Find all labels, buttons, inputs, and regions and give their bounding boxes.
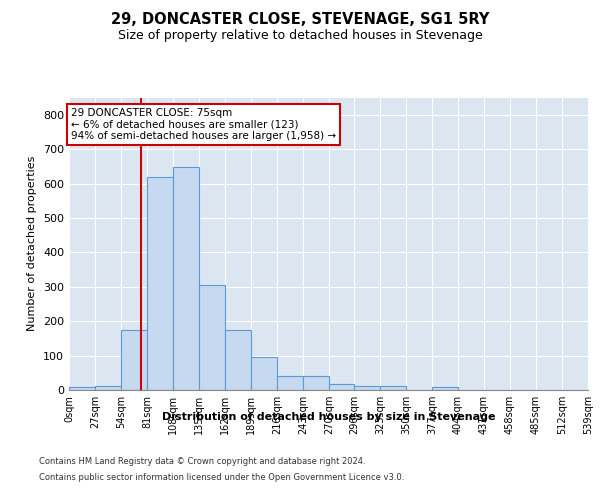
- Bar: [147, 178, 173, 390]
- Bar: [173, 167, 199, 390]
- Bar: [121, 330, 147, 390]
- Bar: [380, 386, 406, 390]
- Bar: [329, 384, 354, 390]
- Bar: [225, 330, 251, 390]
- Text: 29 DONCASTER CLOSE: 75sqm
← 6% of detached houses are smaller (123)
94% of semi-: 29 DONCASTER CLOSE: 75sqm ← 6% of detach…: [71, 108, 336, 141]
- Text: Distribution of detached houses by size in Stevenage: Distribution of detached houses by size …: [162, 412, 496, 422]
- Bar: [251, 356, 277, 390]
- Bar: [303, 376, 329, 390]
- Bar: [69, 387, 95, 390]
- Text: Contains public sector information licensed under the Open Government Licence v3: Contains public sector information licen…: [39, 472, 404, 482]
- Bar: [199, 285, 225, 390]
- Bar: [354, 386, 380, 390]
- Text: Size of property relative to detached houses in Stevenage: Size of property relative to detached ho…: [118, 29, 482, 42]
- Text: Contains HM Land Registry data © Crown copyright and database right 2024.: Contains HM Land Registry data © Crown c…: [39, 458, 365, 466]
- Bar: [277, 376, 303, 390]
- Y-axis label: Number of detached properties: Number of detached properties: [28, 156, 37, 332]
- Text: 29, DONCASTER CLOSE, STEVENAGE, SG1 5RY: 29, DONCASTER CLOSE, STEVENAGE, SG1 5RY: [111, 12, 489, 28]
- Bar: [432, 387, 458, 390]
- Bar: [95, 386, 121, 390]
